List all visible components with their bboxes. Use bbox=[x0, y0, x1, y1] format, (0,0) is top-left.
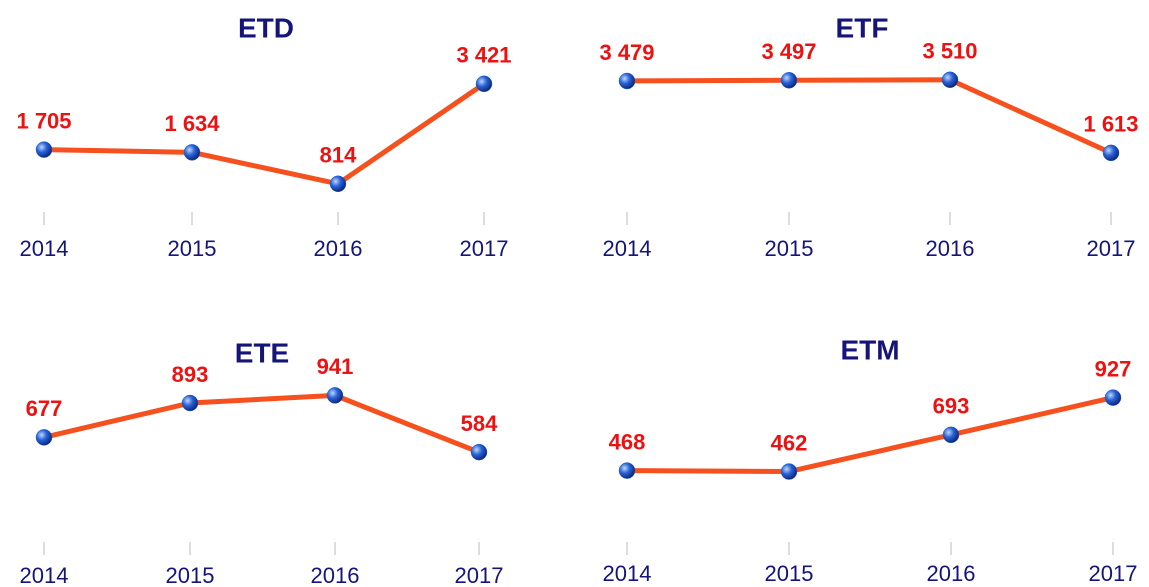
x-tick-label: 2017 bbox=[460, 236, 509, 261]
data-label: 3 510 bbox=[922, 39, 977, 64]
marker bbox=[181, 394, 199, 412]
marker bbox=[35, 429, 53, 446]
line bbox=[43, 81, 486, 187]
x-tick-label: 2015 bbox=[166, 563, 215, 587]
marker bbox=[329, 175, 347, 193]
marker bbox=[326, 387, 344, 404]
data-label: 927 bbox=[1095, 356, 1132, 381]
marker bbox=[780, 463, 798, 480]
data-label: 1 634 bbox=[164, 111, 220, 136]
x-tick-label: 2016 bbox=[927, 561, 976, 586]
marker bbox=[618, 462, 636, 479]
x-tick-label: 2014 bbox=[603, 561, 652, 586]
x-tick-label: 2017 bbox=[1087, 236, 1136, 261]
data-label: 941 bbox=[317, 354, 354, 379]
data-label: 1 705 bbox=[16, 108, 71, 133]
x-tick-label: 2014 bbox=[603, 236, 652, 261]
x-tick-label: 2017 bbox=[1089, 561, 1138, 586]
line bbox=[43, 392, 480, 455]
marker bbox=[780, 72, 798, 89]
marker bbox=[475, 75, 493, 93]
marker bbox=[35, 141, 53, 158]
x-tick-label: 2016 bbox=[926, 236, 975, 261]
x-tick-label: 2015 bbox=[765, 561, 814, 586]
chart-title: ETE bbox=[235, 337, 289, 368]
data-label: 893 bbox=[172, 362, 209, 387]
chart-title: ETM bbox=[840, 334, 899, 365]
chart-title: ETD bbox=[238, 12, 294, 43]
data-label: 677 bbox=[26, 396, 63, 421]
data-label: 468 bbox=[609, 429, 646, 454]
marker bbox=[1104, 389, 1122, 406]
x-tick-label: 2016 bbox=[314, 236, 363, 261]
x-tick-label: 2014 bbox=[20, 236, 69, 261]
line bbox=[626, 395, 1114, 475]
data-label: 462 bbox=[771, 430, 808, 455]
x-tick-label: 2014 bbox=[20, 563, 69, 587]
data-label: 3 497 bbox=[761, 39, 816, 64]
data-label: 693 bbox=[933, 394, 970, 419]
marker bbox=[941, 71, 959, 89]
marker bbox=[470, 443, 488, 461]
marker bbox=[618, 72, 636, 90]
data-label: 814 bbox=[320, 143, 357, 168]
x-tick-label: 2015 bbox=[765, 236, 814, 261]
data-label: 3 479 bbox=[599, 40, 654, 65]
line bbox=[626, 77, 1113, 156]
x-tick-label: 2017 bbox=[455, 563, 504, 587]
x-tick-label: 2015 bbox=[168, 236, 217, 261]
data-label: 584 bbox=[461, 411, 498, 436]
x-tick-label: 2016 bbox=[311, 563, 360, 587]
marker bbox=[942, 426, 960, 444]
data-label: 1 613 bbox=[1083, 112, 1138, 137]
marker bbox=[183, 144, 201, 161]
data-label: 3 421 bbox=[456, 43, 511, 68]
chart-title: ETF bbox=[836, 12, 889, 43]
marker bbox=[1102, 144, 1120, 162]
